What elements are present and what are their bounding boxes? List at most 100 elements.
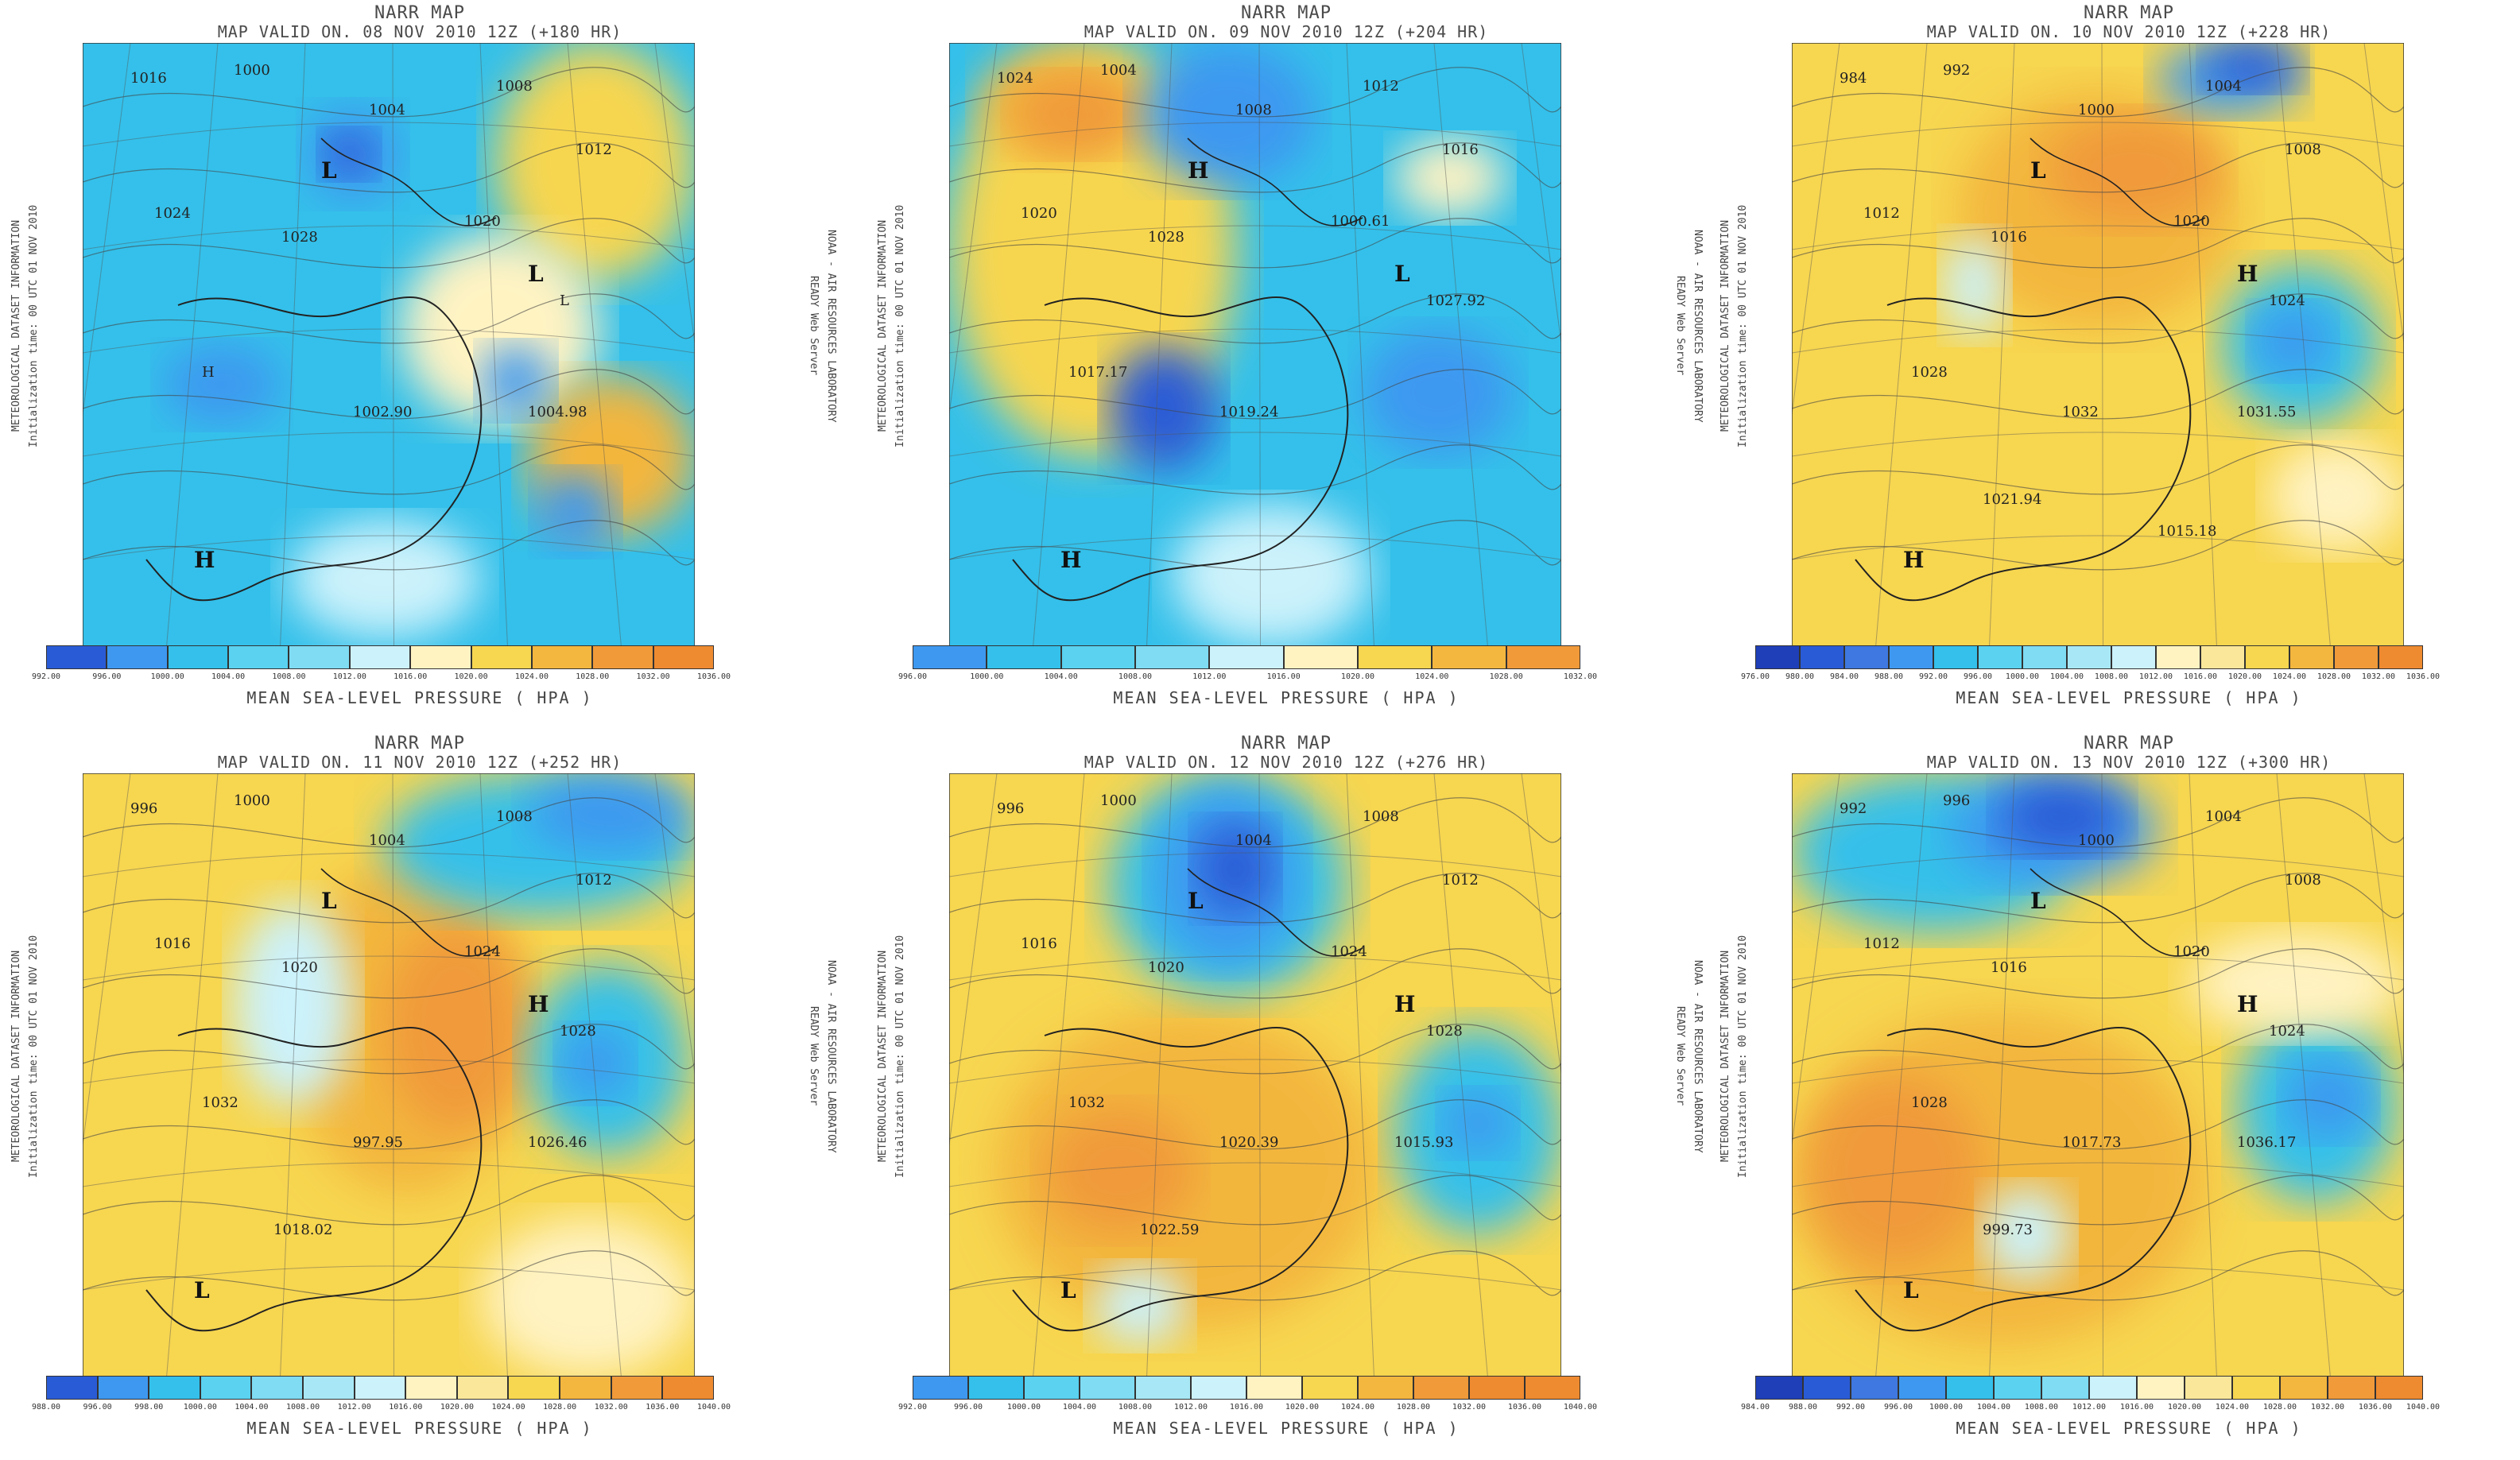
colorbar-tick-label: 1040.00: [2406, 1403, 2441, 1412]
colorbar: [1755, 645, 2423, 669]
longitude-line: [1792, 43, 1840, 418]
colorbar-segment: [2245, 645, 2289, 669]
isobar-label: 1020: [1021, 205, 1057, 222]
colorbar-tick-label: 1036.00: [696, 672, 731, 681]
pressure-system-marker: L: [1394, 261, 1410, 287]
isobar-label: 984: [1840, 70, 1867, 87]
colorbar-segment: [349, 645, 411, 669]
isobar-label: 1000.61: [1331, 213, 1390, 230]
colorbar-segment: [1978, 645, 2022, 669]
agency-info: NOAA - AIR RESOURCES LABORATORY READY Web…: [1658, 119, 1706, 532]
pressure-system-marker: H: [1394, 991, 1415, 1017]
colorbar-segment: [968, 1376, 1024, 1400]
isobar-label: 1000: [2078, 102, 2115, 118]
longitude-line: [1258, 773, 1261, 1377]
colorbar-tick-label: 1032.00: [1452, 1403, 1487, 1412]
colorbar-tick-label: 1032.00: [2310, 1403, 2345, 1412]
isobar: [1792, 1099, 2404, 1150]
init-time-line: Initialization time: 00 UTC 01 NOV 2010: [1737, 204, 1749, 447]
colorbar-tick-label: 1028.00: [1489, 672, 1523, 681]
latitude-line: [83, 1162, 695, 1187]
isobar: [949, 444, 1561, 495]
colorbar-tick-label: 996.00: [898, 672, 928, 681]
pressure-system-marker: L: [1903, 1277, 1919, 1303]
colorbar-tick-label: 1036.00: [646, 1403, 680, 1412]
colorbar-segment: [2289, 645, 2334, 669]
isobar-label: 1012: [1863, 205, 1900, 222]
pressure-system-marker: L: [2030, 888, 2046, 914]
colorbar-tick-label: 996.00: [953, 1403, 983, 1412]
colorbar-segment: [1060, 645, 1135, 669]
colorbar-segment: [167, 645, 229, 669]
colorbar: [46, 1376, 714, 1400]
pressure-region: [1363, 329, 1514, 456]
pressure-system-marker: L: [528, 261, 544, 287]
agency-line: NOAA - AIR RESOURCES LABORATORY: [1692, 959, 1704, 1153]
colorbar-segment: [662, 1376, 714, 1400]
colorbar-segment: [1525, 1376, 1580, 1400]
colorbar-segment: [2137, 1376, 2185, 1400]
latitude-line: [83, 535, 695, 560]
isobar-label: 1028: [1911, 364, 1948, 381]
pressure-map: 996 1000 1004 1008 1012 1016 1020 1024 1028 1032 9…: [83, 773, 695, 1377]
colorbar-tick-label: 992.00: [1918, 672, 1948, 681]
isobar-label: 1027.92: [1426, 292, 1485, 309]
latitude-line: [1792, 1265, 2404, 1291]
narr-map-panel: NARR MAP MAP VALID ON. 08 NOV 2010 12Z (+…: [0, 0, 839, 730]
colorbar-segment: [2328, 1376, 2375, 1400]
latitude-line: [83, 328, 695, 354]
colorbar: [913, 1376, 1580, 1400]
isobar-label: 1020: [1148, 959, 1184, 976]
isobar: [83, 67, 695, 118]
pressure-region: [2205, 43, 2301, 91]
isobar-label: 1000: [234, 792, 270, 809]
longitude-line: [949, 773, 998, 1148]
init-time-line: Initialization time: 00 UTC 01 NOV 2010: [28, 935, 40, 1178]
colorbar-tick-label: 1020.00: [440, 1403, 474, 1412]
isobar: [949, 1099, 1561, 1150]
isobar-label: 1031.55: [2237, 404, 2296, 420]
pressure-region: [162, 345, 281, 424]
colorbar-tick-label: 1024.00: [514, 672, 549, 681]
colorbar-segment: [2111, 645, 2156, 669]
isobar-label: 1008: [2285, 141, 2321, 158]
colorbar-segment: [107, 645, 168, 669]
colorbar-segment: [1191, 1376, 1246, 1400]
latitude-line: [949, 432, 1561, 457]
colorbar-segment: [289, 645, 350, 669]
init-time-line: Initialization time: 00 UTC 01 NOV 2010: [1737, 935, 1749, 1178]
longitude-line: [1258, 43, 1261, 647]
longitude-line: [567, 43, 622, 647]
isobar-label: 1008: [2285, 872, 2321, 889]
isobar-label: 1004: [369, 102, 405, 118]
init-time-line: Initialization time: 00 UTC 01 NOV 2010: [894, 204, 906, 447]
colorbar-tick-label: 1012.00: [1192, 672, 1227, 681]
latitude-line: [1792, 225, 2404, 250]
colorbar-tick-label: 1016.00: [1229, 1403, 1264, 1412]
agency-info: NOAA - AIR RESOURCES LABORATORY READY Web…: [792, 119, 839, 532]
pressure-region: [480, 1218, 695, 1377]
pressure-region: [1999, 781, 2126, 853]
isobar-label: 1032: [2062, 404, 2099, 420]
server-line: READY Web Server: [2517, 1006, 2520, 1106]
colorbar-tick-label: 1040.00: [1563, 1403, 1598, 1412]
colorbar-segment: [354, 1376, 406, 1400]
colorbar-segment: [2280, 1376, 2328, 1400]
isobar-label: 1020.39: [1219, 1134, 1278, 1151]
isobar-label: 1000: [234, 62, 270, 79]
isobar-label: 1028: [1911, 1094, 1948, 1111]
pressure-region: [2253, 305, 2332, 377]
agency-info: NOAA - AIR RESOURCES LABORATORY READY Web…: [1658, 850, 1706, 1263]
valid-time: MAP VALID ON. 10 NOV 2010 12Z (+228 HR): [1926, 22, 2332, 41]
latitude-line: [1792, 535, 2404, 560]
server-line: READY Web Server: [2517, 276, 2520, 376]
colorbar-segment: [1469, 1376, 1525, 1400]
colorbar-tick-label: 1012.00: [332, 672, 366, 681]
longitude-line: [654, 773, 695, 1077]
colorbar-tick-label: 1012.00: [2138, 672, 2173, 681]
pressure-region: [2285, 1059, 2372, 1139]
colorbar-segment: [1413, 1376, 1469, 1400]
pressure-region: [1943, 234, 2006, 337]
colorbar-ticks: 984.00 988.00 992.00 996.00 1000.00 1004.00 10…: [1741, 1403, 2440, 1414]
colorbar-segment: [2067, 645, 2111, 669]
